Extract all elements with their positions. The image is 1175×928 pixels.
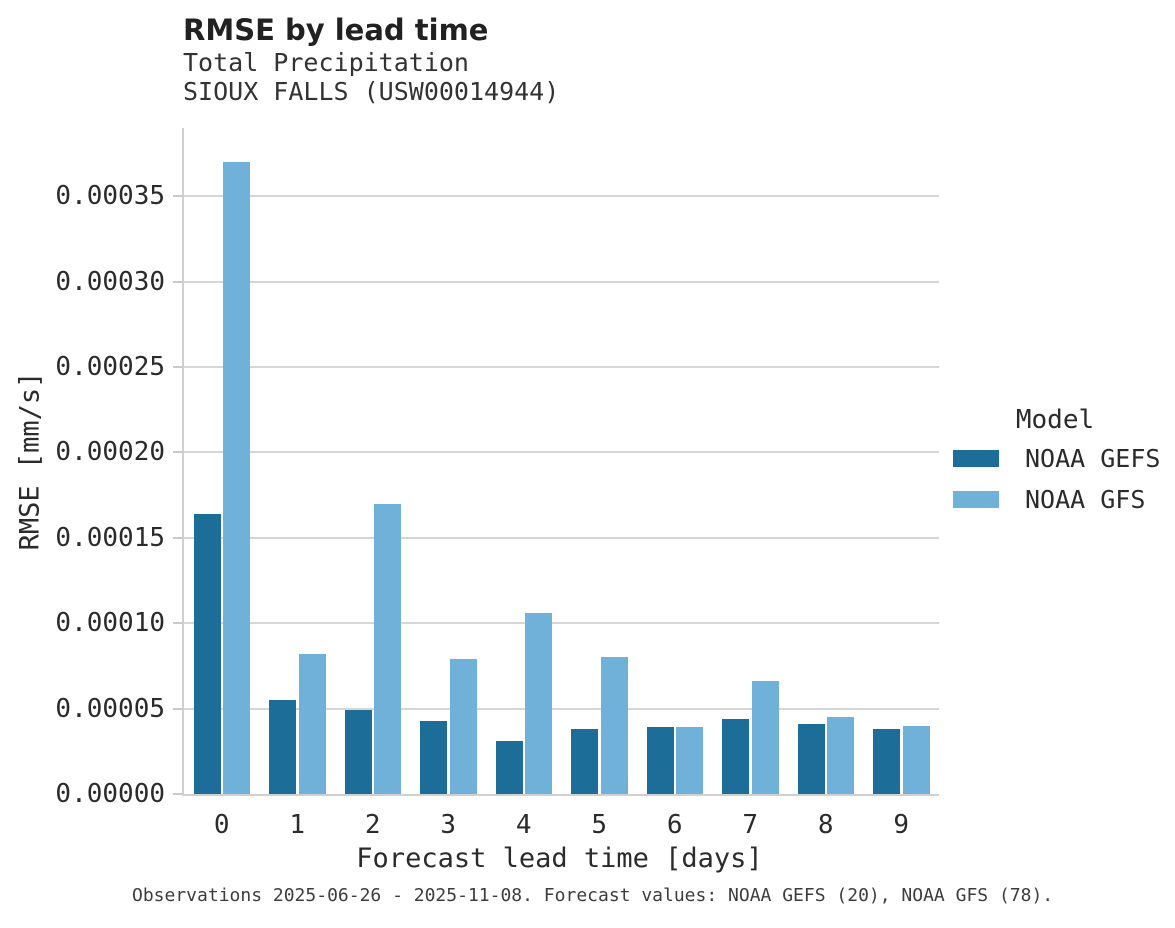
y-tick-label: 0.00010 (55, 608, 165, 639)
x-tick-label: 5 (591, 810, 608, 840)
bar-noaa-gfs (223, 162, 250, 794)
y-tick-mark (173, 280, 182, 283)
bar-noaa-gefs (420, 720, 447, 794)
y-tick-mark (173, 707, 182, 710)
legend-entry-noaa-gefs: NOAA GEFS (953, 444, 1161, 473)
x-tick-label: 4 (515, 810, 532, 840)
y-tick-label: 0.00000 (55, 779, 165, 809)
y-axis-label: RMSE [mm/s] (14, 371, 46, 551)
chart-subtitle-station: SIOUX FALLS (USW00014944) (183, 77, 560, 106)
y-tick-label: 0.00015 (55, 522, 165, 553)
bar-noaa-gefs (722, 718, 749, 794)
bar-noaa-gfs (902, 725, 930, 794)
y-tick-mark (173, 366, 182, 369)
gridline (184, 195, 939, 198)
plot-area: 0.00000 0.00005 0.00010 0.00015 0.00020 0.000… (55, 128, 939, 840)
legend-swatch-noaa-gefs (953, 450, 999, 467)
x-tick-label: 9 (893, 810, 910, 840)
bar-noaa-gfs (525, 613, 552, 794)
x-axis-label: Forecast lead time [days] (356, 843, 763, 874)
bar-noaa-gfs (751, 681, 779, 794)
x-tick-label: 8 (817, 810, 834, 840)
gridline (184, 536, 939, 539)
x-tick-label: 3 (440, 810, 457, 840)
legend: Model NOAA GEFS NOAA GFS (953, 404, 1161, 526)
y-tick-mark (173, 622, 182, 625)
bar-noaa-gefs (344, 710, 372, 794)
bar-noaa-gfs (827, 717, 854, 794)
legend-entry-noaa-gfs: NOAA GFS (953, 485, 1157, 514)
y-tick-label: 0.00030 (55, 266, 165, 297)
bar-noaa-gefs (797, 724, 825, 794)
y-tick-mark (173, 536, 182, 539)
bar-noaa-gefs (193, 513, 221, 794)
gridline (184, 280, 939, 283)
gridline (184, 622, 939, 625)
legend-swatch-noaa-gfs (953, 491, 999, 508)
x-tick-label: 2 (364, 810, 381, 840)
x-tick-label: 1 (289, 810, 306, 840)
gridline (184, 366, 939, 369)
y-tick-mark (173, 195, 182, 198)
legend-label-noaa-gefs: NOAA GEFS (1025, 444, 1161, 473)
bar-noaa-gfs (676, 727, 703, 794)
legend-title: Model (1015, 405, 1095, 435)
bar-noaa-gefs (873, 729, 900, 794)
figure-caption: Observations 2025-06-26 - 2025-11-08. Fo… (132, 885, 1054, 906)
y-tick-mark (173, 793, 182, 795)
bar-noaa-gfs (449, 659, 477, 794)
x-tick-label: 6 (666, 810, 683, 840)
x-tick-label: 7 (742, 810, 759, 840)
bar-noaa-gfs (600, 657, 628, 794)
chart-title: RMSE by lead time (183, 13, 489, 47)
y-tick-label: 0.00025 (55, 352, 165, 383)
x-tick-label: 0 (213, 810, 230, 840)
gridline (184, 707, 939, 710)
bar-noaa-gefs (571, 729, 598, 794)
bar-noaa-gefs (646, 727, 674, 794)
bar-noaa-gfs (298, 653, 326, 794)
y-tick-label: 0.00005 (55, 693, 165, 724)
legend-label-noaa-gfs: NOAA GFS (1025, 485, 1146, 514)
y-tick-label: 0.00020 (55, 437, 165, 468)
title-block: RMSE by lead time Total Precipitation SI… (183, 12, 559, 106)
gridline (184, 451, 939, 454)
bar-noaa-gfs (374, 503, 401, 794)
bar-noaa-gefs (269, 700, 296, 794)
y-tick-mark (173, 451, 182, 454)
chart-subtitle-variable: Total Precipitation (183, 48, 469, 77)
bar-noaa-gefs (495, 741, 523, 794)
y-tick-label: 0.00035 (55, 181, 165, 212)
